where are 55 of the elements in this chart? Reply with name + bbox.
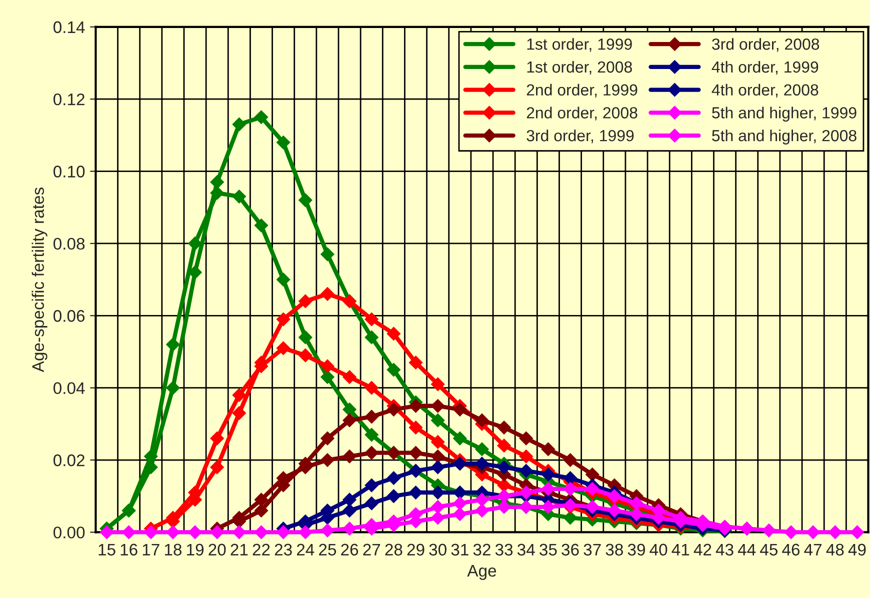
x-tick-label: 49	[848, 544, 866, 556]
x-tick-label: 17	[142, 544, 160, 556]
x-tick-label: 24	[296, 544, 314, 556]
x-tick-label: 37	[584, 544, 601, 556]
x-tick-label: 35	[540, 544, 557, 556]
x-tick-label: 33	[495, 544, 513, 556]
x-tick-label: 22	[252, 544, 270, 556]
legend-label: 5th and higher, 2008	[712, 130, 856, 144]
x-tick-label: 23	[274, 544, 292, 556]
x-tick-label: 40	[650, 544, 668, 556]
x-tick-label: 32	[473, 544, 490, 556]
legend-label: 4th order, 1999	[712, 60, 818, 75]
legend-label: 2nd order, 2008	[526, 106, 638, 120]
x-tick-label: 26	[341, 544, 358, 556]
x-tick-label: 19	[187, 544, 204, 556]
x-tick-label: 28	[385, 544, 402, 556]
y-tick-label: 0.08	[54, 238, 85, 250]
y-tick-label: 0.02	[54, 454, 84, 466]
x-tick-label: 16	[120, 544, 138, 556]
x-tick-label: 36	[562, 544, 579, 556]
x-tick-label: 47	[804, 544, 822, 556]
x-tick-label: 41	[672, 544, 690, 556]
x-tick-label: 31	[451, 544, 468, 556]
x-tick-label: 45	[760, 544, 778, 556]
y-axis-title: Age-specific fertility rates	[32, 188, 48, 372]
x-tick-label: 21	[230, 544, 248, 556]
x-tick-label: 46	[782, 544, 800, 556]
x-tick-label: 44	[738, 544, 756, 556]
x-tick-label: 42	[694, 544, 712, 556]
x-tick-label: 29	[407, 544, 424, 556]
x-tick-label: 43	[716, 544, 734, 556]
legend-label: 5th and higher, 1999	[712, 106, 856, 122]
legend-label: 4th order, 2008	[712, 84, 818, 98]
y-tick-label: 0.10	[54, 166, 85, 178]
legend-label: 2nd order, 1999	[526, 84, 638, 98]
legend-label: 1st order, 2008	[527, 60, 632, 75]
x-tick-label: 38	[606, 544, 623, 556]
legend-label: 1st order, 1999	[527, 38, 632, 52]
y-tick-label: 0.06	[54, 310, 85, 322]
y-tick-label: 0.12	[54, 94, 84, 106]
x-tick-label: 20	[208, 544, 226, 556]
x-tick-label: 18	[164, 544, 182, 556]
legend-label: 3rd order, 2008	[712, 38, 820, 52]
y-tick-label: 0.14	[54, 21, 85, 34]
legend-label: 3rd order, 1999	[526, 130, 634, 144]
x-tick-label: 27	[363, 544, 380, 556]
x-tick-label: 25	[319, 544, 336, 556]
x-tick-label: 39	[628, 544, 645, 556]
x-tick-label: 48	[826, 544, 844, 556]
x-axis-title: Age	[467, 565, 496, 580]
x-tick-label: 15	[98, 544, 116, 556]
x-tick-label: 34	[517, 544, 535, 556]
x-tick-label: 30	[429, 544, 446, 556]
y-tick-label: 0.04	[54, 382, 85, 394]
y-tick-label: 0.00	[54, 526, 85, 538]
